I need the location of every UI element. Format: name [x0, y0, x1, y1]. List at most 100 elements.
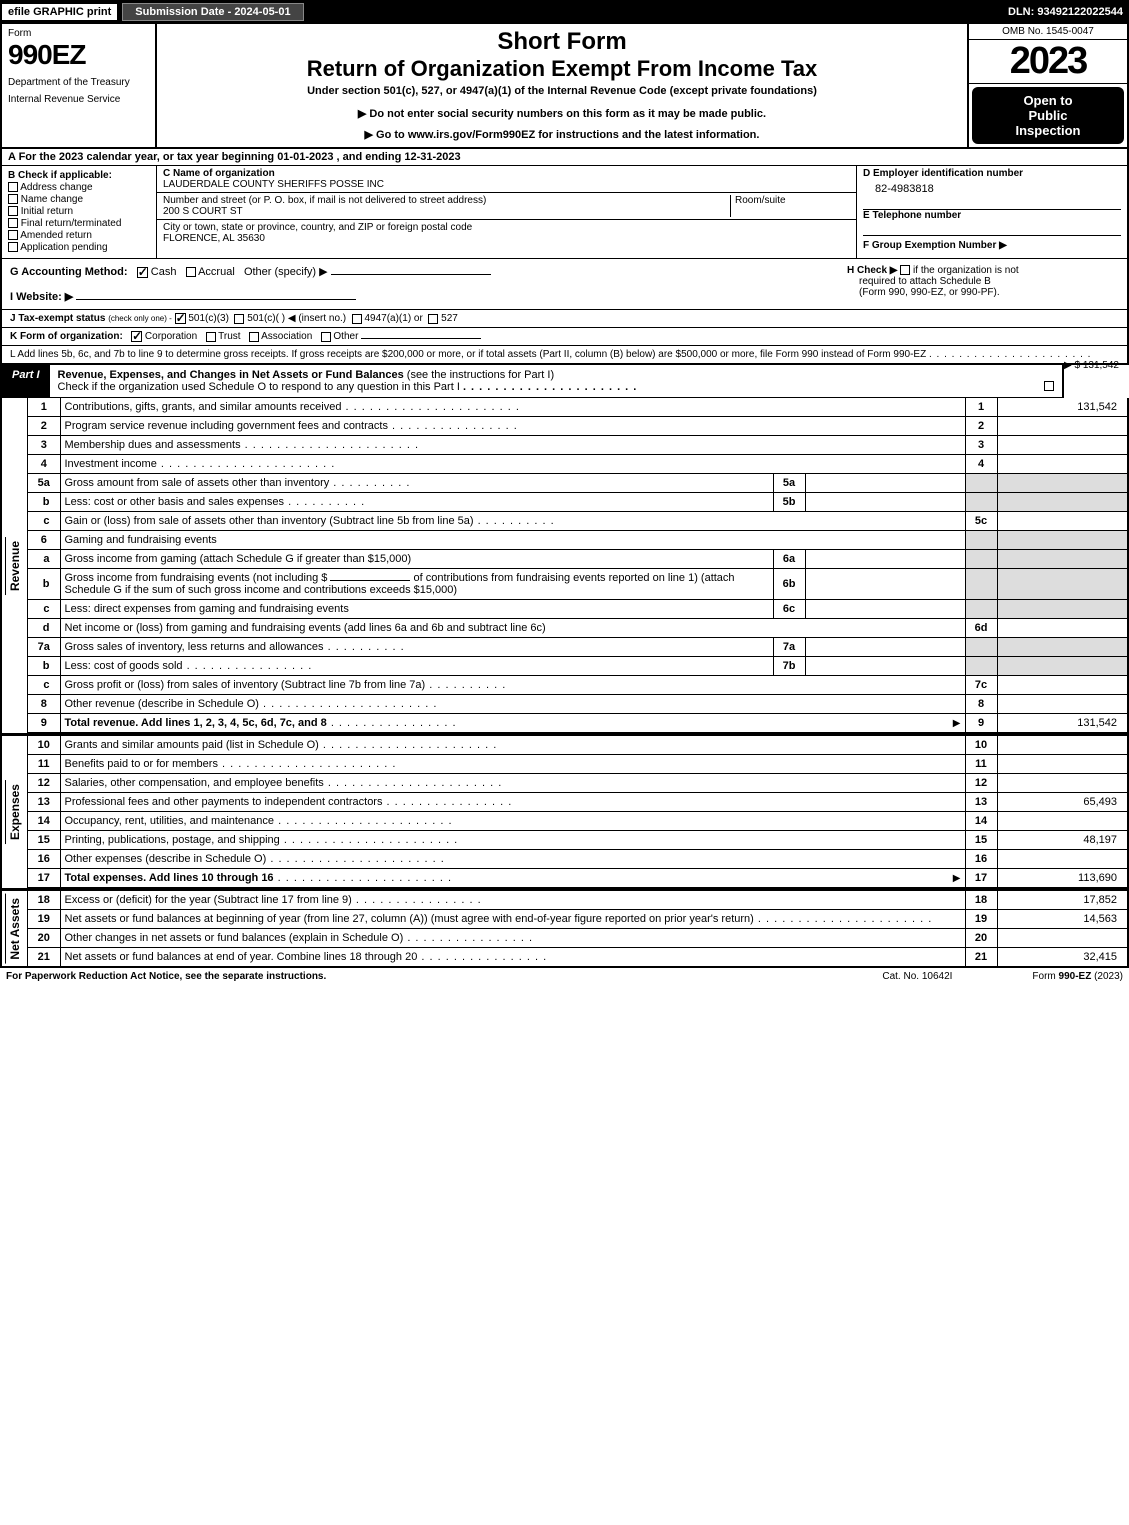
line-5c: cGain or (loss) from sale of assets othe…: [28, 512, 1127, 531]
section-bcdef-row: B Check if applicable: Address change Na…: [0, 166, 1129, 259]
checkbox-association[interactable]: [249, 332, 259, 342]
line-7c: cGross profit or (loss) from sales of in…: [28, 676, 1127, 695]
line-6d: dNet income or (loss) from gaming and fu…: [28, 619, 1127, 638]
checkbox-501c3[interactable]: [175, 313, 186, 324]
other-method-field[interactable]: [331, 274, 491, 275]
omb-number: OMB No. 1545-0047: [969, 24, 1127, 40]
checkbox-schedule-o-part-i[interactable]: [1044, 381, 1054, 391]
form-label: Form: [8, 28, 149, 39]
line-15: 15Printing, publications, postage, and s…: [28, 831, 1127, 850]
line-19-amount: 14,563: [997, 910, 1127, 929]
dept-irs: Internal Revenue Service: [8, 94, 149, 105]
triangle-right-icon: [953, 717, 961, 729]
part-i-header: Part I Revenue, Expenses, and Changes in…: [0, 365, 1064, 398]
cat-number: Cat. No. 10642I: [882, 971, 952, 982]
city-label: City or town, state or province, country…: [163, 222, 472, 233]
tax-year: 2023: [969, 40, 1127, 84]
line-5a: 5aGross amount from sale of assets other…: [28, 474, 1127, 493]
room-suite-label: Room/suite: [735, 195, 786, 206]
line-13: 13Professional fees and other payments t…: [28, 793, 1127, 812]
checkbox-corporation[interactable]: [131, 331, 142, 342]
website-field[interactable]: [76, 299, 356, 300]
revenue-section: Revenue 1Contributions, gifts, grants, a…: [0, 398, 1129, 734]
part-i-title: Revenue, Expenses, and Changes in Net As…: [58, 369, 404, 381]
telephone-label: E Telephone number: [863, 210, 961, 221]
line-6: 6Gaming and fundraising events: [28, 531, 1127, 550]
part-i-subtitle: (see the instructions for Part I): [407, 369, 554, 381]
checkbox-501c[interactable]: [234, 314, 244, 324]
section-def-column: D Employer identification number 82-4983…: [857, 166, 1127, 258]
line-2: 2Program service revenue including gover…: [28, 417, 1127, 436]
checkbox-application-pending[interactable]: [8, 242, 18, 252]
ein-label: D Employer identification number: [863, 168, 1023, 179]
expenses-table: 10Grants and similar amounts paid (list …: [28, 736, 1127, 888]
checkbox-cash[interactable]: [137, 267, 148, 278]
ein-value: 82-4983818: [863, 179, 1121, 195]
line-18: 18Excess or (deficit) for the year (Subt…: [28, 891, 1127, 910]
org-name-value: LAUDERDALE COUNTY SHERIFFS POSSE INC: [163, 179, 384, 190]
checkbox-trust[interactable]: [206, 332, 216, 342]
line-17-amount: 113,690: [997, 869, 1127, 888]
checkbox-527[interactable]: [428, 314, 438, 324]
accounting-method-label: G Accounting Method:: [10, 266, 128, 278]
line-15-amount: 48,197: [997, 831, 1127, 850]
line-13-amount: 65,493: [997, 793, 1127, 812]
line-9: 9Total revenue. Add lines 1, 2, 3, 4, 5c…: [28, 714, 1127, 733]
expenses-section: Expenses 10Grants and similar amounts pa…: [0, 734, 1129, 889]
line-6c: cLess: direct expenses from gaming and f…: [28, 600, 1127, 619]
part-i-label: Part I: [2, 365, 50, 397]
other-org-field[interactable]: [361, 338, 481, 339]
revenue-side-label: Revenue: [5, 537, 24, 595]
line-20: 20Other changes in net assets or fund ba…: [28, 929, 1127, 948]
dln-label: DLN: 93492122022544: [1008, 6, 1129, 18]
revenue-table: 1Contributions, gifts, grants, and simil…: [28, 398, 1127, 733]
section-l-row: L Add lines 5b, 6c, and 7b to line 9 to …: [0, 346, 1129, 365]
expenses-side-label: Expenses: [5, 780, 24, 844]
net-assets-section: Net Assets 18Excess or (deficit) for the…: [0, 889, 1129, 968]
line-21: 21Net assets or fund balances at end of …: [28, 948, 1127, 967]
form-header: Form 990EZ Department of the Treasury In…: [0, 24, 1129, 149]
checkbox-other-org[interactable]: [321, 332, 331, 342]
net-assets-table: 18Excess or (deficit) for the year (Subt…: [28, 891, 1127, 966]
line-18-amount: 17,852: [997, 891, 1127, 910]
section-b-checkboxes: B Check if applicable: Address change Na…: [2, 166, 157, 258]
city-value: FLORENCE, AL 35630: [163, 233, 265, 244]
checkbox-4947[interactable]: [352, 314, 362, 324]
checkbox-name-change[interactable]: [8, 194, 18, 204]
street-label: Number and street (or P. O. box, if mail…: [163, 195, 486, 206]
inspection-line2: Public: [978, 108, 1118, 123]
triangle-left-icon: [288, 313, 296, 324]
dept-treasury: Department of the Treasury: [8, 77, 149, 88]
checkbox-accrual[interactable]: [186, 267, 196, 277]
line-7b: bLess: cost of goods sold7b: [28, 657, 1127, 676]
efile-print-button[interactable]: efile GRAPHIC print: [0, 2, 119, 22]
checkbox-final-return[interactable]: [8, 218, 18, 228]
net-assets-side-label: Net Assets: [5, 894, 24, 964]
checkbox-initial-return[interactable]: [8, 206, 18, 216]
ssn-notice: ▶ Do not enter social security numbers o…: [161, 107, 963, 120]
line-19: 19Net assets or fund balances at beginni…: [28, 910, 1127, 929]
line-17: 17Total expenses. Add lines 10 through 1…: [28, 869, 1127, 888]
goto-link[interactable]: ▶ Go to www.irs.gov/Form990EZ for instru…: [161, 128, 963, 141]
header-right-block: OMB No. 1545-0047 2023 Open to Public In…: [967, 24, 1127, 147]
submission-date-button[interactable]: Submission Date - 2024-05-01: [122, 3, 303, 21]
inspection-badge: Open to Public Inspection: [972, 87, 1124, 144]
line-6b: bGross income from fundraising events (n…: [28, 569, 1127, 600]
checkbox-schedule-b-not-required[interactable]: [900, 265, 910, 275]
form-title-block: Short Form Return of Organization Exempt…: [157, 24, 967, 147]
line-11: 11Benefits paid to or for members11: [28, 755, 1127, 774]
group-exemption-label: F Group Exemption Number ▶: [863, 240, 1007, 251]
section-a-calendar-year: A For the 2023 calendar year, or tax yea…: [0, 149, 1129, 166]
section-ghi-row: G Accounting Method: Cash Accrual Other …: [0, 259, 1129, 310]
short-form-title: Short Form: [161, 28, 963, 56]
checkbox-amended-return[interactable]: [8, 230, 18, 240]
top-bar: efile GRAPHIC print Submission Date - 20…: [0, 0, 1129, 24]
line-6a: aGross income from gaming (attach Schedu…: [28, 550, 1127, 569]
inspection-line1: Open to: [978, 93, 1118, 108]
under-section-text: Under section 501(c), 527, or 4947(a)(1)…: [161, 85, 963, 97]
line-1-amount: 131,542: [997, 398, 1127, 417]
form-reference: Form 990-EZ (2023): [1032, 971, 1123, 982]
section-c-org-info: C Name of organization LAUDERDALE COUNTY…: [157, 166, 857, 258]
checkbox-address-change[interactable]: [8, 182, 18, 192]
triangle-right-icon: [953, 872, 961, 884]
